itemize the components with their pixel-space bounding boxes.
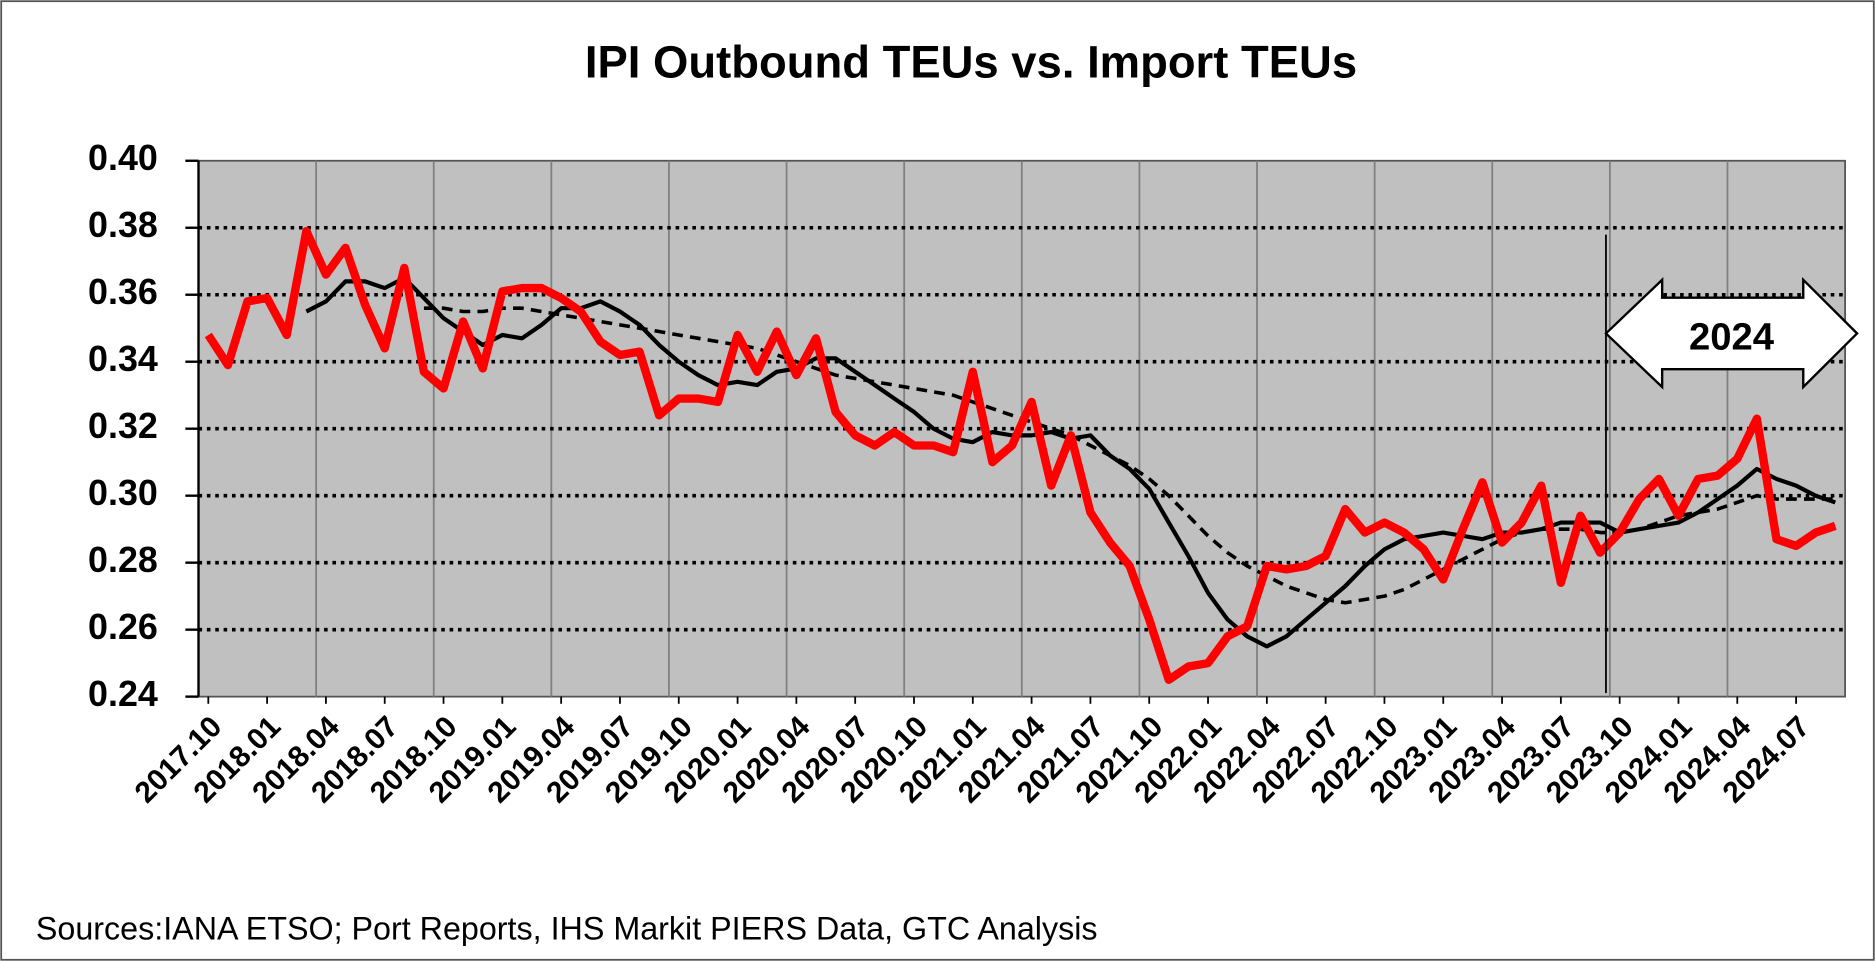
annotation: 2024	[1689, 316, 1775, 359]
arrow	[1604, 276, 1859, 390]
chart-title: IPI Outbound TEUs vs. Import TEUs	[585, 37, 1357, 88]
y-tick-label: 0.34	[88, 339, 158, 379]
series-line	[423, 306, 1836, 605]
y-tick-label: 0.32	[88, 406, 158, 446]
y-tick-label: 0.40	[88, 138, 158, 178]
y-tick-label: 0.26	[88, 607, 158, 647]
y-tick-label: 0.24	[88, 674, 158, 714]
y-tick-label: 0.38	[88, 205, 158, 245]
series-line	[204, 226, 1837, 685]
y-tick-label: 0.28	[88, 540, 158, 580]
source: Sources:IANA ETSO; Port Reports, IHS Mar…	[36, 911, 1098, 947]
y-tick-label: 0.30	[88, 473, 158, 513]
y-tick-label: 0.36	[88, 272, 158, 312]
